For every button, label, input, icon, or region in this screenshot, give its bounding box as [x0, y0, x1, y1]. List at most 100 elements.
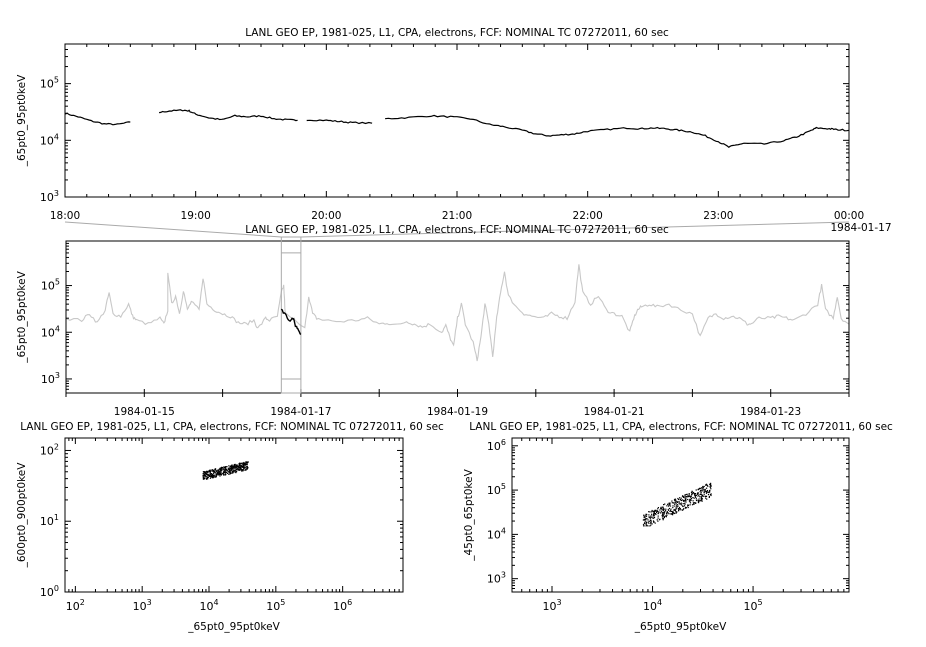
scatter-right-chart: LANL GEO EP, 1981-025, L1, CPA, electron… [463, 421, 893, 633]
scatter-right-point [689, 498, 691, 500]
top-chart-series-line [306, 119, 373, 125]
scatter-right-point [653, 510, 655, 512]
scatter-left-point [203, 472, 205, 474]
scatter-left-point [230, 466, 232, 468]
scatter-right-point [710, 494, 712, 497]
scatter-right-point [699, 493, 701, 495]
top-chart-xtick-label: 18:00 [50, 210, 80, 222]
scatter-right-point [700, 497, 702, 499]
scatter-right-point [693, 497, 695, 499]
scatter-left-point [212, 475, 214, 477]
scatter-right-point [688, 500, 691, 502]
scatter-right-point [665, 515, 667, 517]
scatter-left-point [239, 467, 241, 469]
scatter-right-point [672, 505, 674, 507]
scatter-left-point [234, 471, 236, 473]
scatter-right-point [706, 487, 708, 489]
scatter-right-point [693, 493, 695, 495]
scatter-right-point [661, 516, 663, 518]
scatter-left-point [214, 472, 216, 474]
scatter-left-point [235, 470, 237, 472]
scatter-right-point [657, 512, 660, 514]
scatter-right-point [662, 507, 664, 509]
scatter-right-xlabel: _65pt0_95pt0keV [634, 621, 727, 633]
scatter-left-point [245, 469, 247, 471]
scatter-left-point [213, 472, 215, 474]
scatter-right-point [687, 494, 689, 497]
top-chart-xtick-label: 22:00 [573, 210, 603, 222]
scatter-left-point [220, 471, 222, 473]
top-chart-xtick-label: 21:00 [442, 210, 472, 222]
scatter-left-point [206, 470, 208, 472]
scatter-left-point [220, 470, 222, 472]
scatter-right-point [695, 498, 697, 500]
scatter-left-point [207, 478, 209, 480]
scatter-right-point [651, 511, 653, 513]
scatter-left-point [244, 466, 246, 468]
zoom-window-box [280, 236, 302, 394]
scatter-right-point [671, 500, 673, 502]
scatter-right-point [682, 496, 684, 498]
scatter-left-point [210, 474, 212, 477]
scatter-right-point [653, 517, 655, 519]
scatter-right-point [694, 494, 696, 496]
scatter-left-point [211, 473, 214, 475]
scatter-left-chart: LANL GEO EP, 1981-025, L1, CPA, electron… [16, 421, 444, 633]
scatter-left-point [225, 469, 227, 471]
scatter-right-point [643, 514, 645, 516]
scatter-left-point [223, 466, 225, 468]
scatter-right-point [659, 509, 661, 511]
scatter-left-point [213, 474, 215, 477]
scatter-right-point [709, 486, 712, 488]
scatter-left-point [202, 475, 204, 477]
scatter-right-point [695, 494, 697, 497]
scatter-right-point [663, 516, 665, 519]
scatter-right-point [648, 522, 650, 524]
scatter-right-point [645, 520, 647, 522]
scatter-right-point [643, 525, 645, 527]
scatter-left-point [212, 469, 214, 471]
scatter-left-point [230, 469, 233, 471]
scatter-left-point [246, 463, 248, 465]
scatter-right-point [674, 503, 676, 505]
scatter-left-point [211, 476, 213, 478]
scatter-left-point [226, 469, 228, 471]
scatter-right-point [649, 517, 652, 519]
scatter-left-point [239, 467, 242, 470]
scatter-right-point [685, 499, 687, 501]
scatter-left-ytick-label: 100 [40, 584, 59, 599]
scatter-right-point [700, 498, 702, 500]
scatter-left-point [241, 466, 244, 468]
scatter-right-point [679, 508, 681, 510]
top-chart-xtick-label: 20:00 [311, 210, 341, 222]
scatter-right-point [666, 511, 668, 513]
scatter-right-point [697, 499, 699, 501]
scatter-right-point [670, 509, 672, 511]
scatter-right-point [673, 502, 675, 504]
scatter-left-xtick-label: 105 [266, 598, 285, 613]
scatter-left-point [229, 468, 231, 470]
scatter-left-point [210, 473, 213, 475]
scatter-right-point [690, 491, 693, 493]
scatter-left-point [226, 472, 229, 474]
middle-chart-xtick-label: 1984-01-21 [584, 406, 645, 418]
scatter-right-point [676, 511, 678, 513]
scatter-left-point [245, 461, 247, 464]
scatter-left-point [240, 467, 242, 469]
scatter-left-point [242, 470, 244, 472]
scatter-left-point [211, 470, 213, 472]
scatter-left-ytick-label: 102 [40, 442, 59, 457]
scatter-left-point [231, 472, 233, 474]
scatter-left-point [202, 473, 204, 475]
scatter-left-point [246, 467, 249, 469]
scatter-right-point [650, 515, 652, 517]
scatter-right-point [708, 496, 710, 498]
scatter-right-point [672, 512, 674, 514]
scatter-right-point [682, 505, 684, 507]
scatter-left-point [223, 468, 225, 470]
scatter-right-point [679, 508, 681, 510]
scatter-left-point [210, 470, 212, 472]
scatter-right-point [689, 499, 691, 501]
scatter-left-point [217, 469, 219, 471]
scatter-left-point [232, 471, 234, 473]
